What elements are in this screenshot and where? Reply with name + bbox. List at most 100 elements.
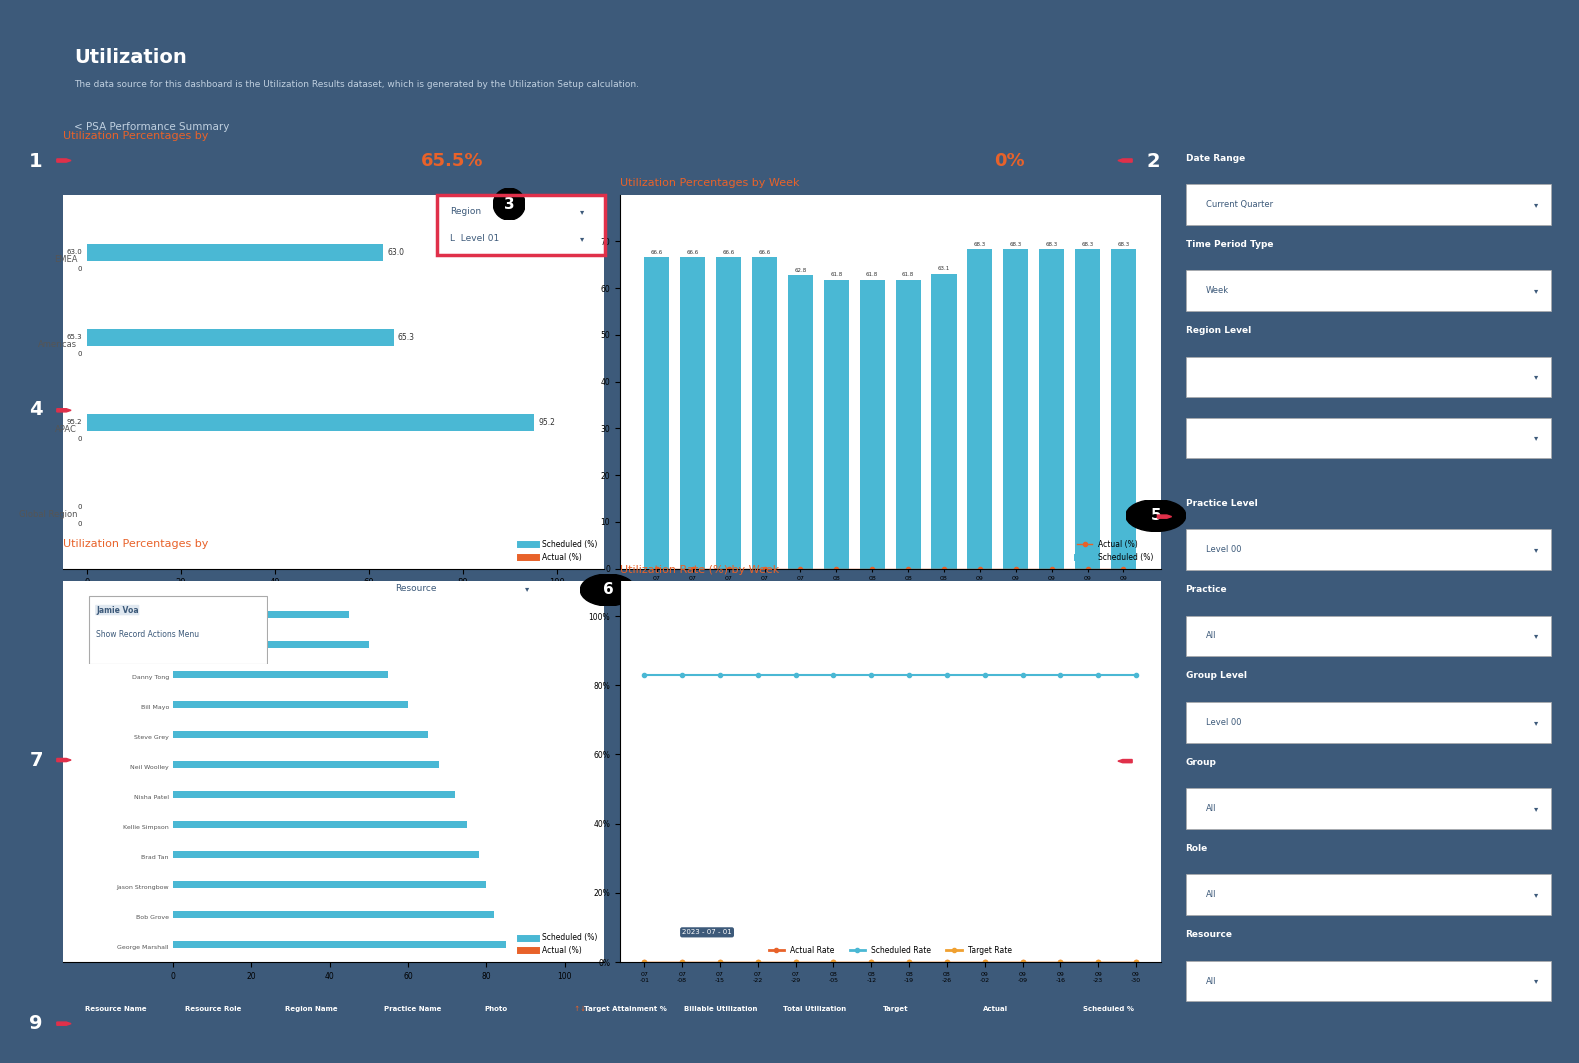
Text: ▾: ▾	[1535, 200, 1538, 209]
Text: Utilization Percentages by Week: Utilization Percentages by Week	[619, 179, 799, 188]
Text: 66.6: 66.6	[651, 250, 663, 255]
Bar	[1112, 249, 1135, 569]
Text: Billable Utilization: Billable Utilization	[684, 1006, 756, 1012]
Actual (%)	[935, 562, 954, 575]
Text: 61.8: 61.8	[867, 272, 878, 277]
FancyBboxPatch shape	[1186, 702, 1551, 742]
Text: The data source for this dashboard is the Utilization Results dataset, which is : The data source for this dashboard is th…	[74, 80, 639, 88]
Text: Target Attainment %: Target Attainment %	[584, 1006, 666, 1012]
FancyBboxPatch shape	[1186, 529, 1551, 570]
Text: ▾: ▾	[579, 207, 584, 216]
Text: ▾: ▾	[1535, 804, 1538, 813]
Bar	[717, 257, 741, 569]
Text: Nisha Patel: Nisha Patel	[134, 795, 169, 800]
Text: Scheduled %: Scheduled %	[1083, 1006, 1134, 1012]
Text: 8: 8	[1146, 750, 1161, 770]
Text: ▾: ▾	[1535, 631, 1538, 640]
Bar	[932, 273, 957, 569]
Text: 61.8: 61.8	[831, 272, 843, 277]
Text: 65.5%: 65.5%	[422, 152, 483, 169]
Bar	[644, 257, 669, 569]
Text: 2: 2	[1146, 152, 1161, 170]
Text: Level 00: Level 00	[1206, 718, 1241, 727]
Text: Percentages: Percentages	[963, 49, 1023, 60]
Text: George Marshall: George Marshall	[117, 945, 169, 950]
Bar	[172, 791, 455, 797]
Bar	[859, 280, 884, 569]
Bar	[87, 414, 534, 431]
Text: ▾: ▾	[1535, 434, 1538, 442]
Text: 65.3: 65.3	[66, 335, 82, 340]
Text: 6: 6	[603, 583, 613, 597]
Text: ▾: ▾	[1535, 718, 1538, 727]
Bar	[681, 257, 706, 569]
Text: ▾: ▾	[1535, 545, 1538, 554]
Text: L  Level 01: L Level 01	[450, 234, 499, 242]
Text: Danny Tong: Danny Tong	[131, 675, 169, 680]
Text: ▾: ▾	[1535, 891, 1538, 899]
Text: Global Region: Global Region	[19, 510, 77, 519]
Text: 0%: 0%	[993, 152, 1025, 169]
Text: 68.3: 68.3	[974, 242, 985, 247]
Actual (%)	[898, 562, 917, 575]
Text: Week: Week	[1206, 286, 1228, 296]
Text: 0: 0	[77, 437, 82, 442]
Text: Group: Group	[1186, 758, 1216, 766]
Text: Region Name: Region Name	[284, 1006, 338, 1012]
Bar	[172, 611, 349, 618]
Actual (%)	[1113, 562, 1132, 575]
Text: 63.0: 63.0	[66, 250, 82, 255]
Text: 0: 0	[77, 522, 82, 527]
Text: Practice Level: Practice Level	[1186, 499, 1257, 508]
Text: Time Period Type: Time Period Type	[1186, 240, 1273, 249]
Text: Resource Role: Resource Role	[185, 1006, 242, 1012]
Bar	[87, 243, 384, 260]
Text: Region Level: Region Level	[1186, 326, 1251, 335]
Circle shape	[1126, 500, 1186, 532]
Bar	[172, 881, 486, 888]
Text: Practice Name: Practice Name	[384, 1006, 442, 1012]
Legend: Actual Rate, Scheduled Rate, Target Rate: Actual Rate, Scheduled Rate, Target Rate	[766, 943, 1015, 958]
Text: ▾: ▾	[524, 585, 529, 593]
Actual (%)	[827, 562, 846, 575]
FancyBboxPatch shape	[1186, 357, 1551, 398]
Text: ▾: ▾	[1077, 49, 1082, 60]
Bar	[1003, 249, 1028, 569]
Actual (%)	[647, 562, 666, 575]
Bar	[1075, 249, 1101, 569]
Text: Current Quarter: Current Quarter	[1206, 200, 1273, 209]
Text: All: All	[1206, 977, 1216, 985]
Text: Photo: Photo	[485, 1006, 507, 1012]
FancyBboxPatch shape	[88, 596, 267, 663]
Actual (%)	[971, 562, 990, 575]
Text: Jason Strongbow: Jason Strongbow	[117, 885, 169, 890]
Actual (%)	[1006, 562, 1025, 575]
Actual (%)	[718, 562, 737, 575]
Text: 63.0: 63.0	[388, 248, 404, 257]
Text: Role: Role	[1186, 844, 1208, 853]
Text: Group Level: Group Level	[1186, 672, 1246, 680]
FancyBboxPatch shape	[1186, 961, 1551, 1001]
Text: 66.6: 66.6	[723, 250, 734, 255]
Text: 63.1: 63.1	[938, 266, 951, 271]
Text: Level 00: Level 00	[1206, 545, 1241, 554]
Circle shape	[581, 574, 635, 606]
Text: 68.3: 68.3	[1118, 242, 1129, 247]
Text: 5: 5	[1151, 508, 1161, 523]
Text: APAC: APAC	[55, 425, 77, 434]
Bar	[172, 761, 439, 767]
Text: 95.2: 95.2	[66, 420, 82, 425]
Text: 0: 0	[77, 505, 82, 510]
Text: ▾: ▾	[1535, 977, 1538, 985]
Text: EMEA: EMEA	[54, 255, 77, 264]
Actual (%)	[684, 562, 703, 575]
Text: 3: 3	[504, 197, 515, 212]
Text: Resource: Resource	[395, 585, 436, 593]
Bar	[172, 641, 369, 647]
Text: ▾: ▾	[1535, 286, 1538, 296]
Text: Resource Name: Resource Name	[85, 1006, 147, 1012]
Text: Utilization: Utilization	[74, 48, 186, 67]
Text: Scheduled Utilization: Scheduled Utilization	[90, 154, 238, 167]
Bar	[172, 941, 505, 948]
Text: 68.3: 68.3	[1009, 242, 1022, 247]
